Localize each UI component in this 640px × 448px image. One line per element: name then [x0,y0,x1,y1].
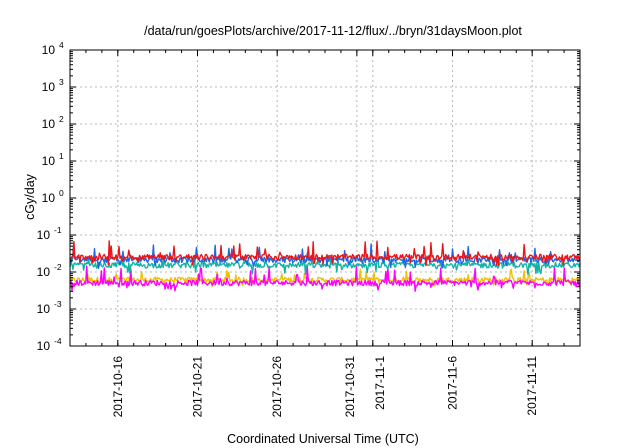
x-axis-label: Coordinated Universal Time (UTC) [227,432,419,446]
y-tick-exponent: 1 [59,151,64,161]
x-tick-label: 2017-11-1 [373,356,387,410]
x-tick-label: 2017-11-6 [446,356,460,410]
y-tick-exponent: -4 [54,336,62,346]
y-tick-label: 10 [42,43,56,57]
x-ticks: 2017-10-16 2017-10-21 2017-10-26 2017-10-31… [85,50,565,418]
y-tick-exponent: 0 [59,188,64,198]
y-tick-label: 10 [42,154,56,168]
x-tick-label: 2017-10-26 [270,356,284,418]
y-tick-exponent: 3 [59,77,64,87]
chart-title: /data/run/goesPlots/archive/2017-11-12/f… [144,24,522,38]
y-tick-label: 10 [42,117,56,131]
y-tick-label: 10 [37,302,51,316]
x-tick-label: 2017-10-21 [191,356,205,418]
grid [70,50,580,346]
y-axis-label: cGy/day [23,173,37,220]
y-tick-label: 10 [42,191,56,205]
y-tick-exponent: -1 [54,225,62,235]
series-line [69,265,581,292]
y-tick-label: 10 [37,228,51,242]
y-tick-exponent: 4 [59,40,64,50]
series-group [69,240,581,292]
y-tick-label: 10 [37,339,51,353]
y-tick-exponent: 2 [59,114,64,124]
y-tick-exponent: -2 [54,262,62,272]
x-tick-label: 2017-10-16 [111,356,125,418]
x-tick-label: 2017-10-31 [343,356,357,418]
y-tick-label: 10 [37,265,51,279]
x-tick-label: 2017-11-11 [525,356,539,416]
series-line [69,243,581,269]
y-tick-exponent: -3 [54,299,62,309]
y-tick-label: 10 [42,80,56,94]
series-line [69,240,581,267]
